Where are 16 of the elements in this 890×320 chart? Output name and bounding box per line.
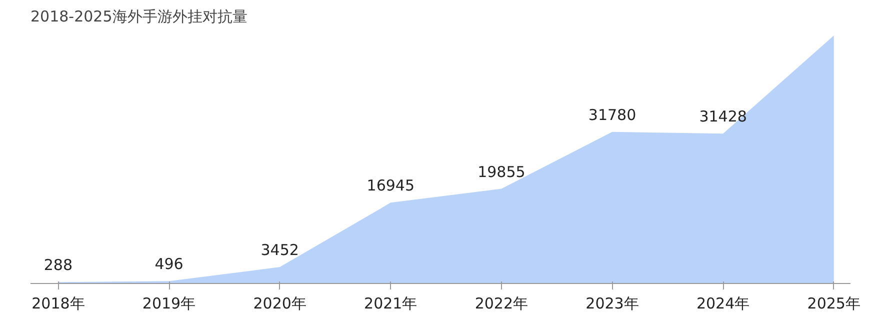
data-label: 31780	[588, 106, 636, 124]
x-tick-label: 2022年	[474, 294, 528, 312]
data-label: 288	[44, 256, 73, 274]
x-tick-label: 2020年	[253, 294, 306, 312]
data-label: 31428	[699, 108, 747, 126]
x-tick-label: 2025年	[807, 294, 860, 312]
x-tick-label: 2019年	[142, 294, 196, 312]
chart-title: 2018-2025海外手游外挂对抗量	[30, 8, 248, 26]
data-label: 16945	[366, 176, 414, 195]
x-tick-label: 2021年	[364, 294, 418, 312]
x-tick-label: 2024年	[696, 294, 750, 312]
data-label: 496	[154, 255, 184, 274]
x-tick-label: 2018年	[32, 294, 85, 312]
data-label: 3452	[260, 241, 299, 260]
data-label: 19855	[478, 162, 526, 181]
x-tick-label: 2023年	[586, 294, 639, 312]
